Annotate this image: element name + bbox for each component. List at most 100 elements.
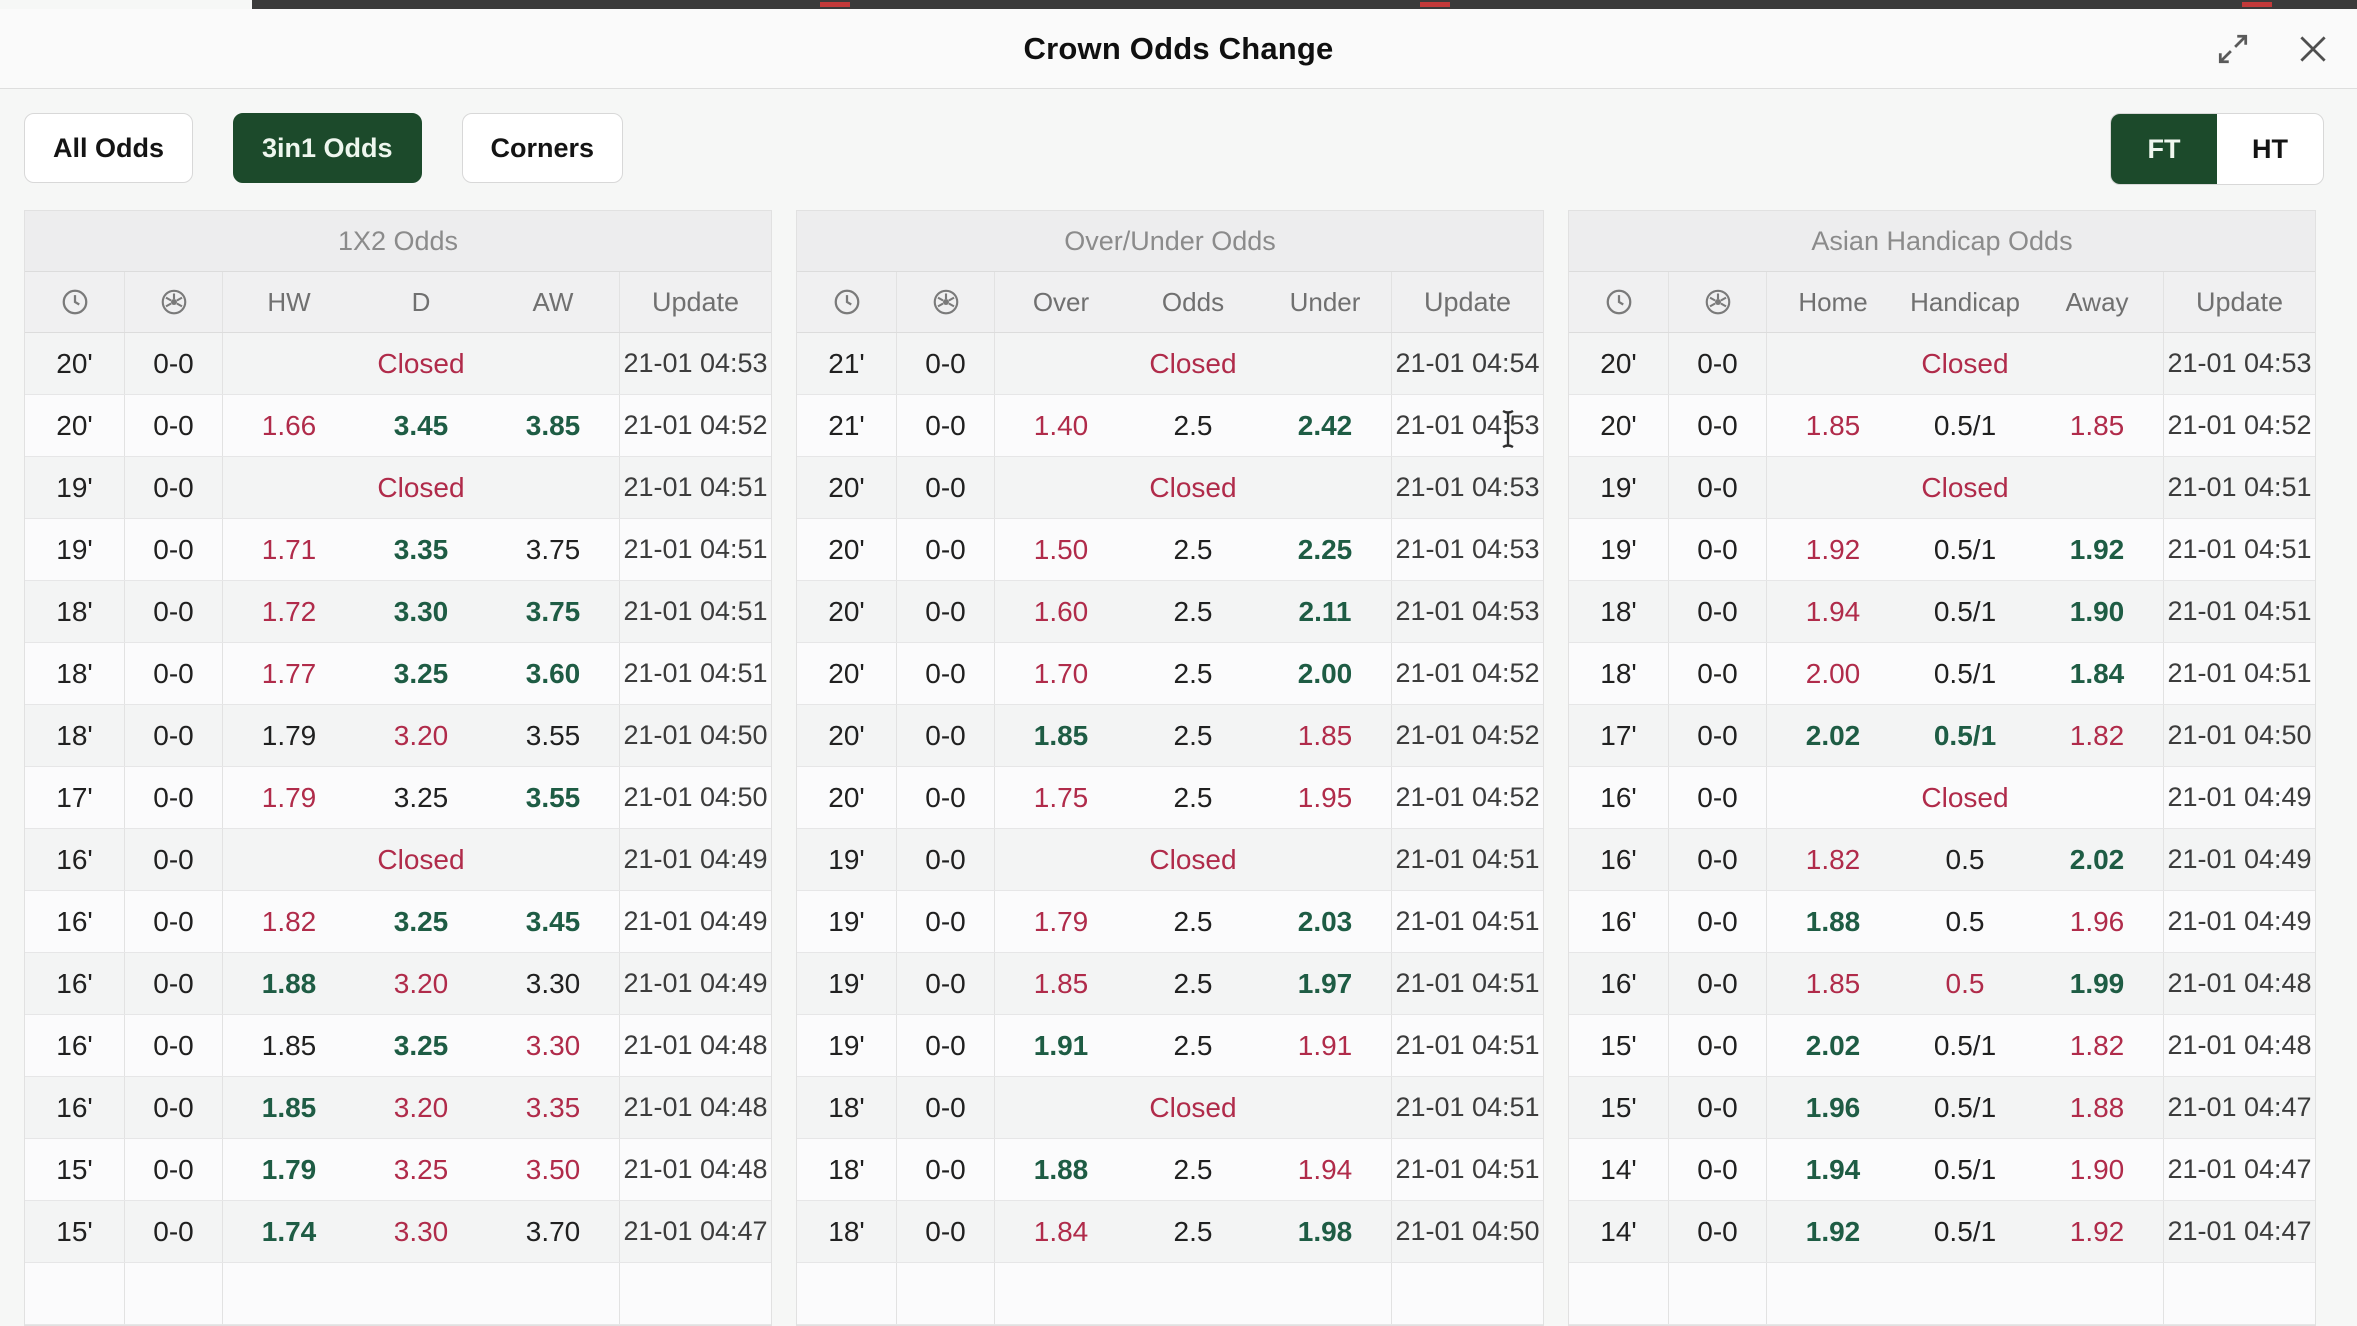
match-score	[1669, 1263, 1767, 1324]
clock-icon	[797, 272, 897, 332]
period-toggle: FT HT	[2110, 113, 2324, 185]
odds-value: 2.5	[1173, 534, 1213, 565]
update-time	[2163, 1263, 2315, 1324]
table-row: 16' 0-0 1.82 3.25 3.45 21-01 04:49	[25, 891, 771, 953]
update-time: 21-01 04:52	[1391, 767, 1543, 828]
column-header-update: Update	[619, 272, 771, 332]
match-score	[125, 1263, 223, 1324]
match-time: 18'	[797, 1077, 897, 1138]
match-time: 16'	[1569, 767, 1669, 828]
match-score: 0-0	[897, 705, 995, 766]
match-time: 14'	[1569, 1201, 1669, 1262]
update-time: 21-01 04:51	[1391, 891, 1543, 952]
column-header-away: Away	[2065, 287, 2129, 317]
update-time: 21-01 04:51	[2163, 581, 2315, 642]
odds-value: 0.5/1	[1933, 720, 1997, 751]
match-time: 20'	[797, 705, 897, 766]
period-ft[interactable]: FT	[2111, 114, 2217, 184]
tab-corners[interactable]: Corners	[461, 113, 624, 183]
modal-title: Crown Odds Change	[1023, 31, 1334, 66]
match-score: 0-0	[125, 767, 223, 828]
column-header-d: D	[411, 287, 431, 317]
odds-value: 2.5	[1173, 596, 1213, 627]
tab-all-odds[interactable]: All Odds	[24, 113, 194, 183]
odds-value: 3.20	[393, 1092, 449, 1123]
match-score: 0-0	[125, 1139, 223, 1200]
match-time: 16'	[1569, 891, 1669, 952]
odds-value: 1.66	[261, 410, 317, 441]
update-time: 21-01 04:49	[2163, 829, 2315, 890]
match-score: 0-0	[897, 953, 995, 1014]
update-time: 21-01 04:49	[2163, 891, 2315, 952]
match-score: 0-0	[1669, 1139, 1767, 1200]
update-time: 21-01 04:51	[1391, 1015, 1543, 1076]
close-icon[interactable]	[2295, 31, 2331, 67]
odds-value: 0.5/1	[1933, 1154, 1997, 1185]
update-time: 21-01 04:50	[619, 705, 771, 766]
table-row: 16' 0-0 1.82 0.5 2.02 21-01 04:49	[1569, 829, 2315, 891]
match-time: 20'	[25, 395, 125, 456]
match-time: 20'	[25, 333, 125, 394]
update-time: 21-01 04:48	[2163, 953, 2315, 1014]
match-score: 0-0	[897, 1015, 995, 1076]
match-time: 21'	[797, 333, 897, 394]
odds-closed: Closed	[1921, 472, 2009, 503]
match-score: 0-0	[125, 333, 223, 394]
update-time: 21-01 04:49	[619, 891, 771, 952]
match-time: 19'	[797, 891, 897, 952]
odds-value: 1.85	[1805, 410, 1861, 441]
odds-value: 1.75	[1033, 782, 1089, 813]
column-header-update: Update	[2163, 272, 2315, 332]
odds-value: 2.42	[1297, 410, 1353, 441]
match-score: 0-0	[125, 457, 223, 518]
match-score: 0-0	[1669, 705, 1767, 766]
match-time	[797, 1263, 897, 1324]
match-score: 0-0	[1669, 333, 1767, 394]
expand-icon[interactable]	[2215, 31, 2251, 67]
odds-value: 3.30	[525, 1030, 581, 1061]
period-ht[interactable]: HT	[2252, 134, 2288, 164]
odds-value: 3.30	[525, 968, 581, 999]
match-score: 0-0	[1669, 581, 1767, 642]
odds-closed: Closed	[377, 472, 465, 503]
update-time: 21-01 04:50	[1391, 1201, 1543, 1262]
table-title: 1X2 Odds	[25, 211, 771, 272]
odds-value: 1.77	[261, 658, 317, 689]
text-cursor	[1496, 408, 1520, 455]
match-score: 0-0	[897, 829, 995, 890]
odds-value: 3.25	[393, 658, 449, 689]
table-row: 20' 0-0 1.70 2.5 2.00 21-01 04:52	[797, 643, 1543, 705]
odds-value: 2.5	[1173, 906, 1213, 937]
odds-value: 3.45	[525, 906, 581, 937]
update-time: 21-01 04:52	[1391, 705, 1543, 766]
match-time: 19'	[25, 519, 125, 580]
column-header-handicap: Handicap	[1910, 287, 2020, 317]
match-score: 0-0	[125, 395, 223, 456]
odds-closed	[223, 1263, 619, 1324]
table-row: 18' 0-0 1.77 3.25 3.60 21-01 04:51	[25, 643, 771, 705]
update-time: 21-01 04:48	[2163, 1015, 2315, 1076]
odds-value: 1.60	[1033, 596, 1089, 627]
table-row: 20' 0-0 1.66 3.45 3.85 21-01 04:52	[25, 395, 771, 457]
match-score: 0-0	[1669, 395, 1767, 456]
odds-value: 2.00	[1805, 658, 1861, 689]
table-row: 16' 0-0 1.88 0.5 1.96 21-01 04:49	[1569, 891, 2315, 953]
odds-value: 3.60	[525, 658, 581, 689]
odds-value: 3.35	[393, 534, 449, 565]
tab-3in1-odds[interactable]: 3in1 Odds	[233, 113, 422, 183]
match-score: 0-0	[1669, 643, 1767, 704]
odds-value: 3.85	[525, 410, 581, 441]
odds-value: 2.5	[1173, 410, 1213, 441]
odds-closed: Closed	[1149, 844, 1237, 875]
match-time: 19'	[1569, 519, 1669, 580]
table-row: 15' 0-0 1.79 3.25 3.50 21-01 04:48	[25, 1139, 771, 1201]
odds-value: 1.96	[2069, 906, 2125, 937]
match-time: 19'	[1569, 457, 1669, 518]
match-time: 20'	[797, 581, 897, 642]
odds-value: 0.5/1	[1933, 1092, 1997, 1123]
odds-value: 1.88	[1805, 906, 1861, 937]
odds-value: 1.85	[2069, 410, 2125, 441]
table-row: 18' 0-0 1.79 3.20 3.55 21-01 04:50	[25, 705, 771, 767]
odds-value: 1.85	[1033, 968, 1089, 999]
update-time: 21-01 04:49	[2163, 767, 2315, 828]
